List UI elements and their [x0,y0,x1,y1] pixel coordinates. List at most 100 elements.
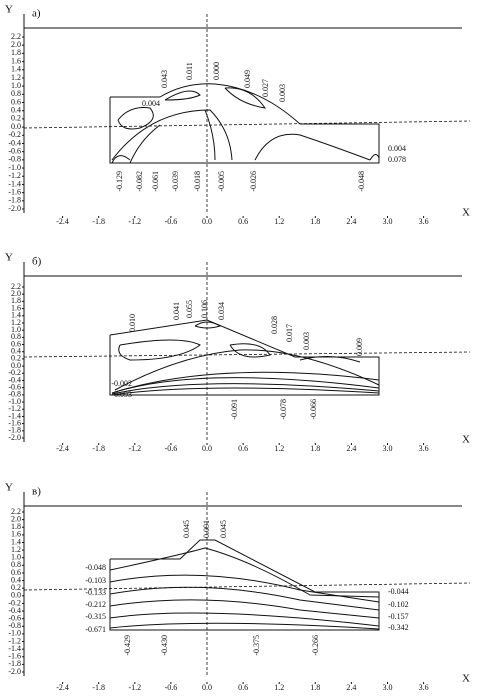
contour-label: -0.026 [249,171,258,192]
contour-line [109,599,380,619]
y-tick-label: -0.4 [8,138,21,147]
contour-label: -0.048 [357,171,366,192]
y-tick-label: 1.4 [11,311,21,320]
panel-label: б) [32,256,42,268]
x-tick-label: -1.8 [92,217,105,226]
x-tick-label: -2.4 [56,444,69,453]
contour-label: -0.157 [388,612,409,621]
contour-label: 0.043 [160,70,169,88]
x-tick-label: -1.2 [128,683,141,692]
x-tick-label: 2.4 [346,444,356,453]
zero-line-x [23,351,471,358]
y-tick-label: 1.0 [11,81,21,90]
panel-label: а) [32,8,41,20]
zero-line-x [23,582,471,591]
y-tick-label: 0.2 [11,583,21,592]
x-tick-label: 1.8 [310,217,320,226]
contour-label: 0.045 [182,520,191,538]
x-tick-label: 0.6 [238,444,248,453]
y-tick-label: -1.0 [8,397,21,406]
y-tick-label: -1.2 [8,636,21,645]
contour-line [109,574,380,603]
y-tick-label: -1.2 [8,171,21,180]
contour-label: 0.004 [142,99,160,108]
y-tick-label: 2.0 [11,289,21,298]
contour-label: 0.027 [261,79,270,97]
x-tick-label: 1.2 [274,217,284,226]
contour-label: 0.049 [243,70,252,88]
y-tick-label: -1.6 [8,187,21,196]
contour-line [117,107,154,130]
y-tick-label: 1.8 [11,48,21,57]
y-tick-label: -1.4 [8,179,21,188]
y-tick-label: -2.0 [8,667,21,676]
x-tick-label: 3.0 [383,683,393,692]
contour-label: 0.003 [278,84,287,102]
y-tick-label: -0.8 [8,621,21,630]
contour-label: 0.010 [128,314,137,332]
contour-label: -0.102 [388,600,409,609]
y-tick-label: 0.0 [11,361,21,370]
x-tick-label: -1.8 [92,683,105,692]
y-tick-label: -0.8 [8,390,21,399]
x-tick-label: -0.6 [165,217,178,226]
contour-line [109,612,380,627]
contour-label: -0.103 [85,576,106,585]
y-tick-label: 0.0 [11,122,21,131]
y-tick-label: 1.4 [11,65,21,74]
contour-label: -0.091 [230,399,239,420]
contour-label: -0.671 [85,625,106,634]
contour-line [109,97,380,164]
x-tick-label: -0.6 [165,444,178,453]
contour-line [369,154,380,161]
y-tick-label: 0.6 [11,339,21,348]
y-tick-label: -0.6 [8,382,21,391]
y-tick-label: -1.6 [8,418,21,427]
y-tick-label: 0.6 [11,97,21,106]
y-tick-label: 2.0 [11,40,21,49]
y-tick-label: 2.2 [11,282,21,291]
contour-label: -0.430 [160,635,169,656]
x-tick-label: 3.6 [419,217,429,226]
x-tick-label: 1.2 [274,683,284,692]
contour-line [109,622,380,630]
x-tick-label: 2.4 [346,683,356,692]
y-axis-label: Y [5,4,13,16]
contour-label: 0.041 [172,302,181,320]
contour-line [109,547,380,598]
contour-label: 0.091 [202,520,211,538]
contour-line [110,83,301,125]
y-tick-label: -0.2 [8,130,21,139]
contour-line [111,155,131,164]
contour-label: 0.055 [185,300,194,318]
contour-label: -0.375 [252,635,261,656]
contour-line [114,349,380,391]
y-tick-label: 1.2 [11,545,21,554]
y-tick-label: -1.0 [8,629,21,638]
y-axis-label: Y [5,252,13,264]
y-tick-label: -2.0 [8,433,21,442]
y-tick-label: -1.4 [8,644,21,653]
y-tick-label: 0.8 [11,332,21,341]
contour-label: -0.093 [111,390,132,399]
x-tick-label: -1.8 [92,444,105,453]
y-tick-label: 1.0 [11,553,21,562]
x-tick-label: 0.0 [202,444,212,453]
x-tick-label: 3.6 [419,683,429,692]
contour-line [299,356,361,363]
y-tick-label: -2.0 [8,204,21,213]
contour-label: -0.429 [123,635,132,656]
x-axis-label: X [462,434,470,446]
x-tick-label: 1.8 [310,444,320,453]
y-tick-label: 0.4 [11,575,21,584]
x-tick-label: 0.0 [202,683,212,692]
y-tick-label: 2.2 [11,32,21,41]
contour-label: 0.078 [388,155,406,164]
y-tick-label: -0.6 [8,613,21,622]
contour-line [194,321,222,329]
x-tick-label: -0.6 [165,683,178,692]
contour-label: -0.078 [279,399,288,420]
y-tick-label: 0.0 [11,591,21,600]
y-tick-label: 1.2 [11,318,21,327]
